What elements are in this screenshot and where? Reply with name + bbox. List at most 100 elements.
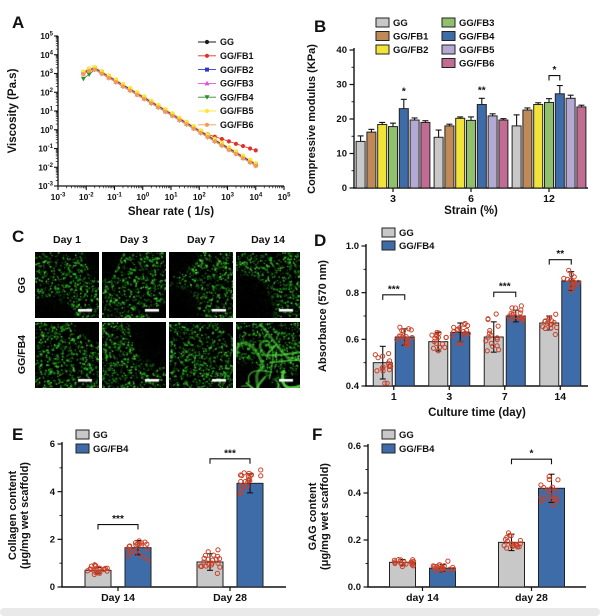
- panel-label-d: D: [314, 231, 327, 250]
- micrograph-grid: Day 1 Day 3 Day 7 Day 14 GG GG/FB4: [12, 234, 300, 388]
- tick-label: 10-3: [38, 181, 53, 191]
- significance-star: ***: [388, 284, 400, 295]
- viscosity-line-chart: 10-3 10-2 10-1 100 101 102 103 104 105 10-3 10-2 10…: [7, 31, 291, 218]
- y-tick-label: 0.8: [346, 288, 359, 299]
- bar-chart-plot: 0 2 4 6 Day 14 Day 28 *** *** Collagen content (μ…: [7, 429, 286, 604]
- legend-label: GG: [399, 430, 414, 441]
- micrograph-col-label-day1: Day 1: [52, 234, 82, 246]
- x-tick-label: 7: [502, 391, 508, 403]
- scatter-points: [372, 267, 582, 386]
- tick-label: 105: [278, 192, 291, 202]
- bar-GG/FB1-12: [522, 109, 533, 189]
- x-axis-label: Strain (%): [444, 205, 498, 217]
- significance-bracket: [382, 294, 406, 300]
- significance-star: **: [556, 249, 564, 260]
- legend-label: GG/FB4: [399, 444, 435, 455]
- y-tick-label: 0: [50, 582, 55, 593]
- series-markers-GG/FB6: [81, 67, 258, 168]
- panel-label-f: F: [312, 425, 323, 444]
- y-tick-label: 0.4: [346, 381, 360, 392]
- tick-label: 102: [40, 87, 53, 97]
- y-tick-label: 0.4: [348, 488, 362, 499]
- bar-GG/FB4-14: [561, 280, 582, 387]
- micrograph-grid-corner: [12, 234, 32, 248]
- legend-label: GG/FB1: [393, 32, 429, 43]
- micrograph-ggfb4-day14: [236, 322, 300, 388]
- x-axis-label: Culture time (day): [428, 407, 526, 419]
- legend: GG GG/FB1 GG/FB2 GG/FB3 GG/FB4 GG/FB5 GG/FB6: [198, 37, 254, 130]
- legend-label: GG: [393, 18, 408, 29]
- bar-GG/FB2-3: [377, 124, 388, 189]
- micrograph-gg-day14: [236, 252, 300, 318]
- bar-GG/FB5-3: [409, 119, 420, 189]
- significance-bracket: [510, 458, 553, 465]
- legend-label: GG/FB3: [459, 18, 494, 29]
- tick-label: 10-2: [79, 192, 94, 202]
- significance-bracket: [493, 291, 517, 298]
- bar-GG/FB2-6: [455, 117, 466, 189]
- significance-bracket: [548, 74, 561, 81]
- panel-f-gag-content: F 0.0 0.2 0.4 0.6 day 14 day 28 * GAG content (μ…: [302, 424, 598, 610]
- significance-star: *: [530, 449, 534, 460]
- legend-label: GG/FB4: [459, 32, 495, 43]
- absorbance-bar-chart: 0.40.60.81.01 3 7 14*** *****Culture time (d…: [317, 227, 588, 419]
- scatter-points: [391, 473, 561, 574]
- micrograph-gg-day7: [169, 252, 233, 318]
- bar-GG/FB3-3: [388, 126, 398, 189]
- micrograph-col-label-day7: Day 7: [186, 234, 216, 246]
- legend-label: GG/FB3: [220, 79, 254, 89]
- legend-label: GG/FB5: [459, 45, 495, 56]
- y-tick-label: 0: [342, 183, 347, 194]
- legend-label: GG/FB1: [220, 51, 254, 61]
- panel-a-viscosity: A 10-3 10-2 10-1 100 101 102 103 104 105 10-3 10-2…: [2, 6, 298, 220]
- y-tick-label: 6: [50, 439, 55, 450]
- y-tick-label: 4: [50, 487, 56, 498]
- micrograph-row-label-ggfb4: GG/FB4: [12, 322, 32, 388]
- tick-label: 105: [40, 31, 53, 41]
- bar-GG/FB3-6: [466, 119, 476, 189]
- micrograph-col-label-day14: Day 14: [251, 234, 285, 246]
- y-tick-label: 0.2: [348, 535, 361, 546]
- bar-GG/FB6-3: [420, 121, 431, 189]
- bar-GG/FB1-6: [444, 125, 455, 189]
- bar-GG-12: [511, 125, 522, 189]
- tick-label: 104: [249, 192, 262, 202]
- panel-label-c: C: [12, 227, 25, 246]
- tick-label: 101: [165, 192, 178, 202]
- significance-star: *: [552, 65, 556, 76]
- legend-label: GG/FB2: [220, 65, 254, 75]
- legend: GG GG/FB4: [381, 429, 435, 455]
- x-tick-label: day 28: [515, 592, 548, 604]
- y-axis-label: Viscosity (Pa.s): [7, 68, 19, 153]
- x-tick-label: 3: [446, 391, 452, 403]
- bar-GG/FB4-Day 28: [236, 482, 264, 588]
- y-tick-label: 30: [336, 80, 347, 91]
- y-tick-label: 0.6: [346, 335, 359, 346]
- y-tick-label: 0.0: [348, 582, 361, 593]
- collagen-content-bar-chart: 0 2 4 6 Day 14 Day 28 *** *** Collagen content (μ…: [7, 429, 286, 604]
- legend-label: GG/FB4: [399, 241, 435, 252]
- x-tick-label: Day 28: [213, 592, 247, 604]
- micrograph-ggfb4-day1: [35, 322, 99, 388]
- tick-label: 103: [40, 69, 53, 79]
- x-tick-label: 1: [391, 391, 397, 403]
- bar-GG/FB5-12: [565, 97, 576, 189]
- line-chart-plot: 10-3 10-2 10-1 100 101 102 103 104 105 10-3 10-2 10…: [7, 31, 291, 218]
- tick-label: 100: [40, 125, 53, 135]
- x-tick-label: 3: [390, 193, 396, 205]
- bar-chart-plot: 0.0 0.2 0.4 0.6 day 14 day 28 * GAG content (μg/…: [307, 429, 586, 604]
- y-tick-label: 40: [336, 45, 347, 56]
- x-axis-label: Shear rate ( 1/s): [128, 206, 214, 218]
- panel-label-a: A: [12, 13, 25, 32]
- y-tick-label: 1.0: [346, 241, 359, 252]
- legend: GG GG/FB4: [381, 227, 435, 252]
- legend-label: GG/FB4: [93, 444, 129, 455]
- legend-label: GG: [399, 228, 414, 239]
- significance-star: ***: [499, 282, 511, 293]
- bar-GG/FB1-3: [366, 131, 377, 189]
- tick-label: 100: [136, 192, 149, 202]
- tick-label: 10-1: [107, 192, 122, 202]
- panel-label-e: E: [12, 425, 24, 444]
